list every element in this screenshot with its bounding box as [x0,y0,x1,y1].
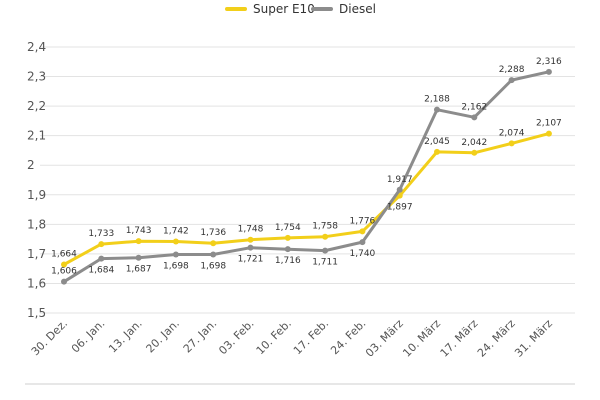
x-tick-label: 24. März [475,317,518,360]
data-label-super-e10: 1,754 [275,223,301,233]
data-label-diesel: 1,684 [88,266,114,276]
y-tick-label: 1,5 [27,306,46,320]
x-tick-label: 17. März [438,317,481,360]
y-tick-label: 2,2 [27,99,46,113]
series-line-diesel [62,70,551,284]
data-point-super-e10 [98,241,105,248]
data-labels: 1,664 1,606 1,733 1,684 1,743 1,687 1,742 1,698… [51,57,562,277]
data-label-diesel: 1,698 [200,261,226,271]
legend-label-diesel: Diesel [339,2,376,16]
data-point-diesel [434,106,440,113]
data-point-diesel [396,186,403,193]
data-label-super-e10: 1,664 [51,250,77,260]
data-label-diesel: 2,316 [536,57,562,67]
data-label-diesel: 1,917 [387,175,413,185]
data-label-super-e10: 2,107 [536,119,562,129]
x-tick-label: 20. Jan. [144,317,183,356]
data-label-super-e10: 1,733 [88,229,114,239]
data-point-super-e10 [172,238,179,245]
x-tick-label: 03. Feb. [216,317,256,357]
data-label-diesel: 1,698 [163,261,189,271]
x-tick-label: 27. Jan. [181,317,220,356]
legend: Super E10 Diesel [225,2,376,16]
x-tick-label: 13. Jan. [106,317,145,356]
data-label-diesel: 2,288 [499,65,525,75]
x-tick-label: 30. Dez. [29,317,70,358]
gridlines [40,46,575,314]
y-axis-ticks: 1,5 1,6 1,7 1,8 1,9 2 2,1 2,2 2,3 2,4 [27,40,46,320]
data-label-super-e10: 1,758 [312,222,338,232]
data-label-super-e10: 1,742 [163,226,189,236]
data-point-super-e10 [508,140,515,147]
data-point-super-e10 [434,148,440,155]
data-point-diesel [359,239,366,246]
data-point-super-e10 [322,233,329,240]
y-tick-label: 1,9 [27,188,46,202]
x-tick-label: 10. März [400,317,443,360]
data-point-super-e10 [247,236,254,243]
x-tick-label: 03. März [363,317,406,360]
data-label-diesel: 2,162 [461,102,487,112]
data-point-diesel [508,77,515,84]
data-point-super-e10 [135,238,142,245]
x-tick-label: 31. März [512,317,555,360]
data-point-super-e10 [471,149,478,156]
data-point-diesel [135,254,142,261]
data-point-diesel [471,114,478,121]
series-line-super-e10 [62,132,551,266]
data-point-diesel [61,278,67,285]
x-tick-label: 10. Feb. [254,317,294,357]
data-label-super-e10: 2,045 [424,137,450,147]
data-label-diesel: 1,606 [51,267,77,277]
data-point-diesel [98,255,105,262]
data-label-super-e10: 2,074 [499,128,525,138]
data-point-super-e10 [210,240,217,247]
data-label-super-e10: 1,743 [126,226,152,236]
data-label-super-e10: 2,042 [461,138,487,148]
x-axis-ticks: 30. Dez.06. Jan.13. Jan.20. Jan.27. Jan.… [29,317,555,360]
data-point-diesel [545,68,552,75]
data-point-super-e10 [545,130,552,137]
y-tick-label: 2,1 [27,129,46,143]
data-label-diesel: 1,711 [312,258,338,268]
data-point-super-e10 [61,261,67,268]
x-tick-label: 06. Jan. [69,317,108,356]
legend-label-super-e10: Super E10 [253,2,315,16]
data-point-super-e10 [284,234,291,241]
y-tick-label: 2,3 [27,70,46,84]
data-point-diesel [172,251,179,258]
data-label-diesel: 1,740 [350,249,376,259]
data-label-super-e10: 1,748 [238,225,264,235]
data-label-diesel: 1,687 [126,265,152,275]
data-point-diesel [210,251,217,258]
data-point-diesel [247,244,254,251]
data-point-diesel [284,246,291,253]
data-label-super-e10: 1,776 [350,216,376,226]
data-label-diesel: 1,716 [275,256,301,266]
y-tick-label: 1,7 [27,247,46,261]
series-lines [61,68,552,285]
y-tick-label: 2,4 [27,40,46,54]
data-label-diesel: 1,721 [238,255,264,265]
data-label-super-e10: 1,897 [387,203,413,213]
data-label-diesel: 2,188 [424,95,450,105]
data-label-super-e10: 1,736 [200,228,226,238]
y-tick-label: 2 [27,158,35,172]
data-point-super-e10 [359,228,366,235]
data-point-diesel [322,247,329,254]
x-tick-label: 17. Feb. [291,317,331,357]
y-tick-label: 1,6 [27,276,46,290]
y-tick-label: 1,8 [27,217,46,231]
